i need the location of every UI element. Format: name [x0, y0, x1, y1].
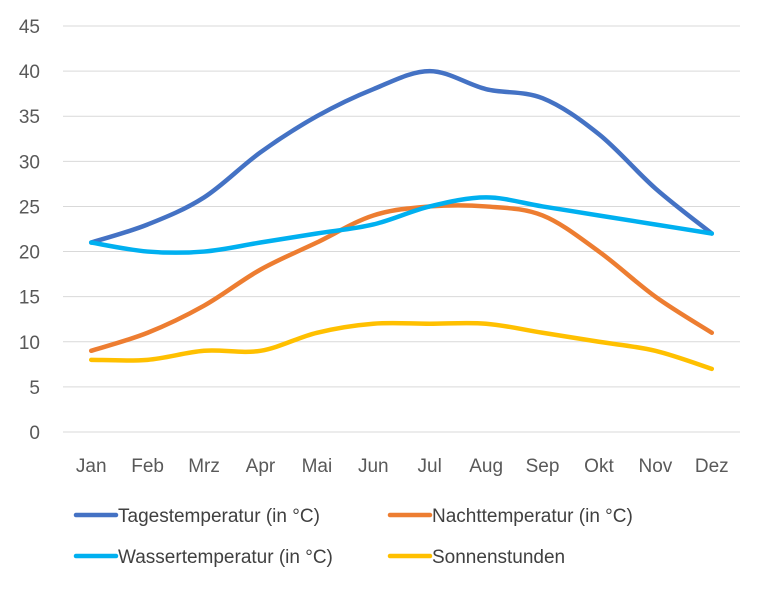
y-tick-label: 45 [19, 17, 40, 38]
x-tick-label: Mai [302, 456, 333, 477]
y-tick-label: 10 [19, 333, 40, 354]
legend-label-nachttemperatur: Nachttemperatur (in °C) [432, 506, 633, 527]
x-tick-label: Jan [76, 456, 107, 477]
gridlines [63, 25, 740, 433]
series-line-sonnenstunden [88, 320, 715, 372]
legend-label-tagestemperatur: Tagestemperatur (in °C) [118, 506, 320, 527]
series-lines [88, 68, 715, 372]
x-tick-label: Jul [418, 456, 442, 477]
x-tick-label: Apr [246, 456, 276, 477]
y-tick-label: 25 [19, 197, 40, 218]
x-tick-label: Mrz [188, 456, 220, 477]
legend: Tagestemperatur (in °C) Nachttemperatur (… [73, 506, 633, 568]
x-tick-label: Okt [584, 456, 614, 477]
series-line-tagestemperatur [88, 68, 715, 245]
x-axis-labels: Jan Feb Mrz Apr Mai Jun Jul Aug Sep Okt Nov Dez [76, 456, 729, 477]
x-tick-label: Aug [469, 456, 503, 477]
x-tick-label: Nov [638, 456, 672, 477]
legend-label-sonnenstunden: Sonnenstunden [432, 547, 565, 568]
y-tick-label: 15 [19, 288, 40, 309]
y-tick-label: 30 [19, 152, 40, 173]
y-tick-label: 35 [19, 107, 40, 128]
x-tick-label: Feb [131, 456, 164, 477]
series-line-wassertemperatur [88, 195, 715, 255]
x-tick-label: Dez [695, 456, 729, 477]
x-tick-label: Sep [526, 456, 560, 477]
y-tick-label: 0 [29, 423, 40, 444]
x-tick-label: Jun [358, 456, 389, 477]
y-axis-labels: 0 5 10 15 20 25 30 35 40 45 [19, 17, 40, 444]
y-tick-label: 40 [19, 62, 40, 83]
y-tick-label: 20 [19, 243, 40, 264]
series-line-nachttemperatur [88, 203, 715, 354]
legend-label-wassertemperatur: Wassertemperatur (in °C) [118, 547, 333, 568]
y-tick-label: 5 [29, 378, 40, 399]
